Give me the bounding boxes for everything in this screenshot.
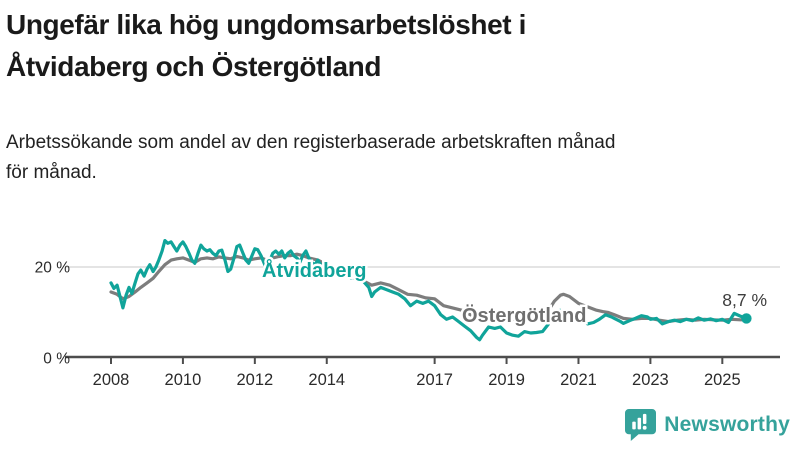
series-line-ostergotland [109,252,749,324]
subtitle-line-2: för månad. [6,162,97,183]
series-line-atvidaberg [109,239,749,342]
x-tick-label: 2023 [632,371,669,389]
x-tick-label: 2021 [560,371,597,389]
x-tick-label: 2019 [488,371,525,389]
chart-subtitle: Arbetssökande som andel av den registerb… [6,128,786,188]
page-title: Ungefär lika hög ungdomsarbetslöshet i Å… [6,4,766,88]
x-tick-label: 2010 [165,371,202,389]
series-label-atvidaberg: Åtvidaberg [262,258,366,282]
latest-value-dot [741,313,752,324]
subtitle-line-1: Arbetssökande som andel av den registerb… [6,132,616,153]
x-tick-label: 2012 [236,371,273,389]
brand-name: Newsworthy [664,413,790,436]
x-tick-label: 2014 [308,371,345,389]
newsworthy-logo-icon [625,409,657,441]
x-tick-label: 2025 [704,371,741,389]
y-tick-label: 0 % [43,351,70,368]
brand-footer: Newsworthy [625,408,790,442]
x-tick-label: 2017 [416,371,453,389]
title-line-1: Ungefär lika hög ungdomsarbetslöshet i [6,9,526,40]
latest-value-annotation: 8,7 % [722,290,767,310]
title-line-2: Åtvidaberg och Östergötland [6,51,382,82]
x-tick-label: 2008 [93,371,130,389]
y-tick-label: 20 % [35,259,71,276]
series-label-ostergotland: Östergötland [462,304,586,327]
